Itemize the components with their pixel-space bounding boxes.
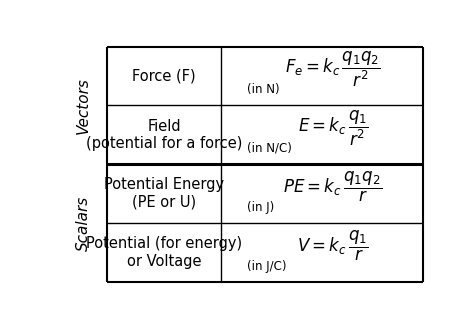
Text: Vectors: Vectors [76, 77, 91, 134]
Text: $E = k_c\,\dfrac{q_1}{r^2}$: $E = k_c\,\dfrac{q_1}{r^2}$ [298, 109, 368, 148]
Text: (in N): (in N) [246, 83, 279, 96]
Text: $V = k_c\,\dfrac{q_1}{r}$: $V = k_c\,\dfrac{q_1}{r}$ [297, 229, 369, 263]
Text: Force (F): Force (F) [132, 68, 196, 84]
Text: Potential Energy
(PE or U): Potential Energy (PE or U) [104, 177, 224, 210]
Text: $\mathit{PE} = k_c\,\dfrac{q_1 q_2}{r}$: $\mathit{PE} = k_c\,\dfrac{q_1 q_2}{r}$ [283, 170, 383, 204]
Text: Potential (for energy)
or Voltage: Potential (for energy) or Voltage [86, 236, 242, 268]
Text: (in N/C): (in N/C) [246, 142, 292, 155]
Text: $\mathit{F}_e = k_c\,\dfrac{q_1 q_2}{r^2}$: $\mathit{F}_e = k_c\,\dfrac{q_1 q_2}{r^2… [285, 50, 381, 89]
Text: (in J): (in J) [246, 201, 274, 214]
Text: (in J/C): (in J/C) [246, 260, 286, 273]
Text: Field
(potential for a force): Field (potential for a force) [86, 119, 242, 151]
Text: Scalars: Scalars [76, 195, 91, 251]
